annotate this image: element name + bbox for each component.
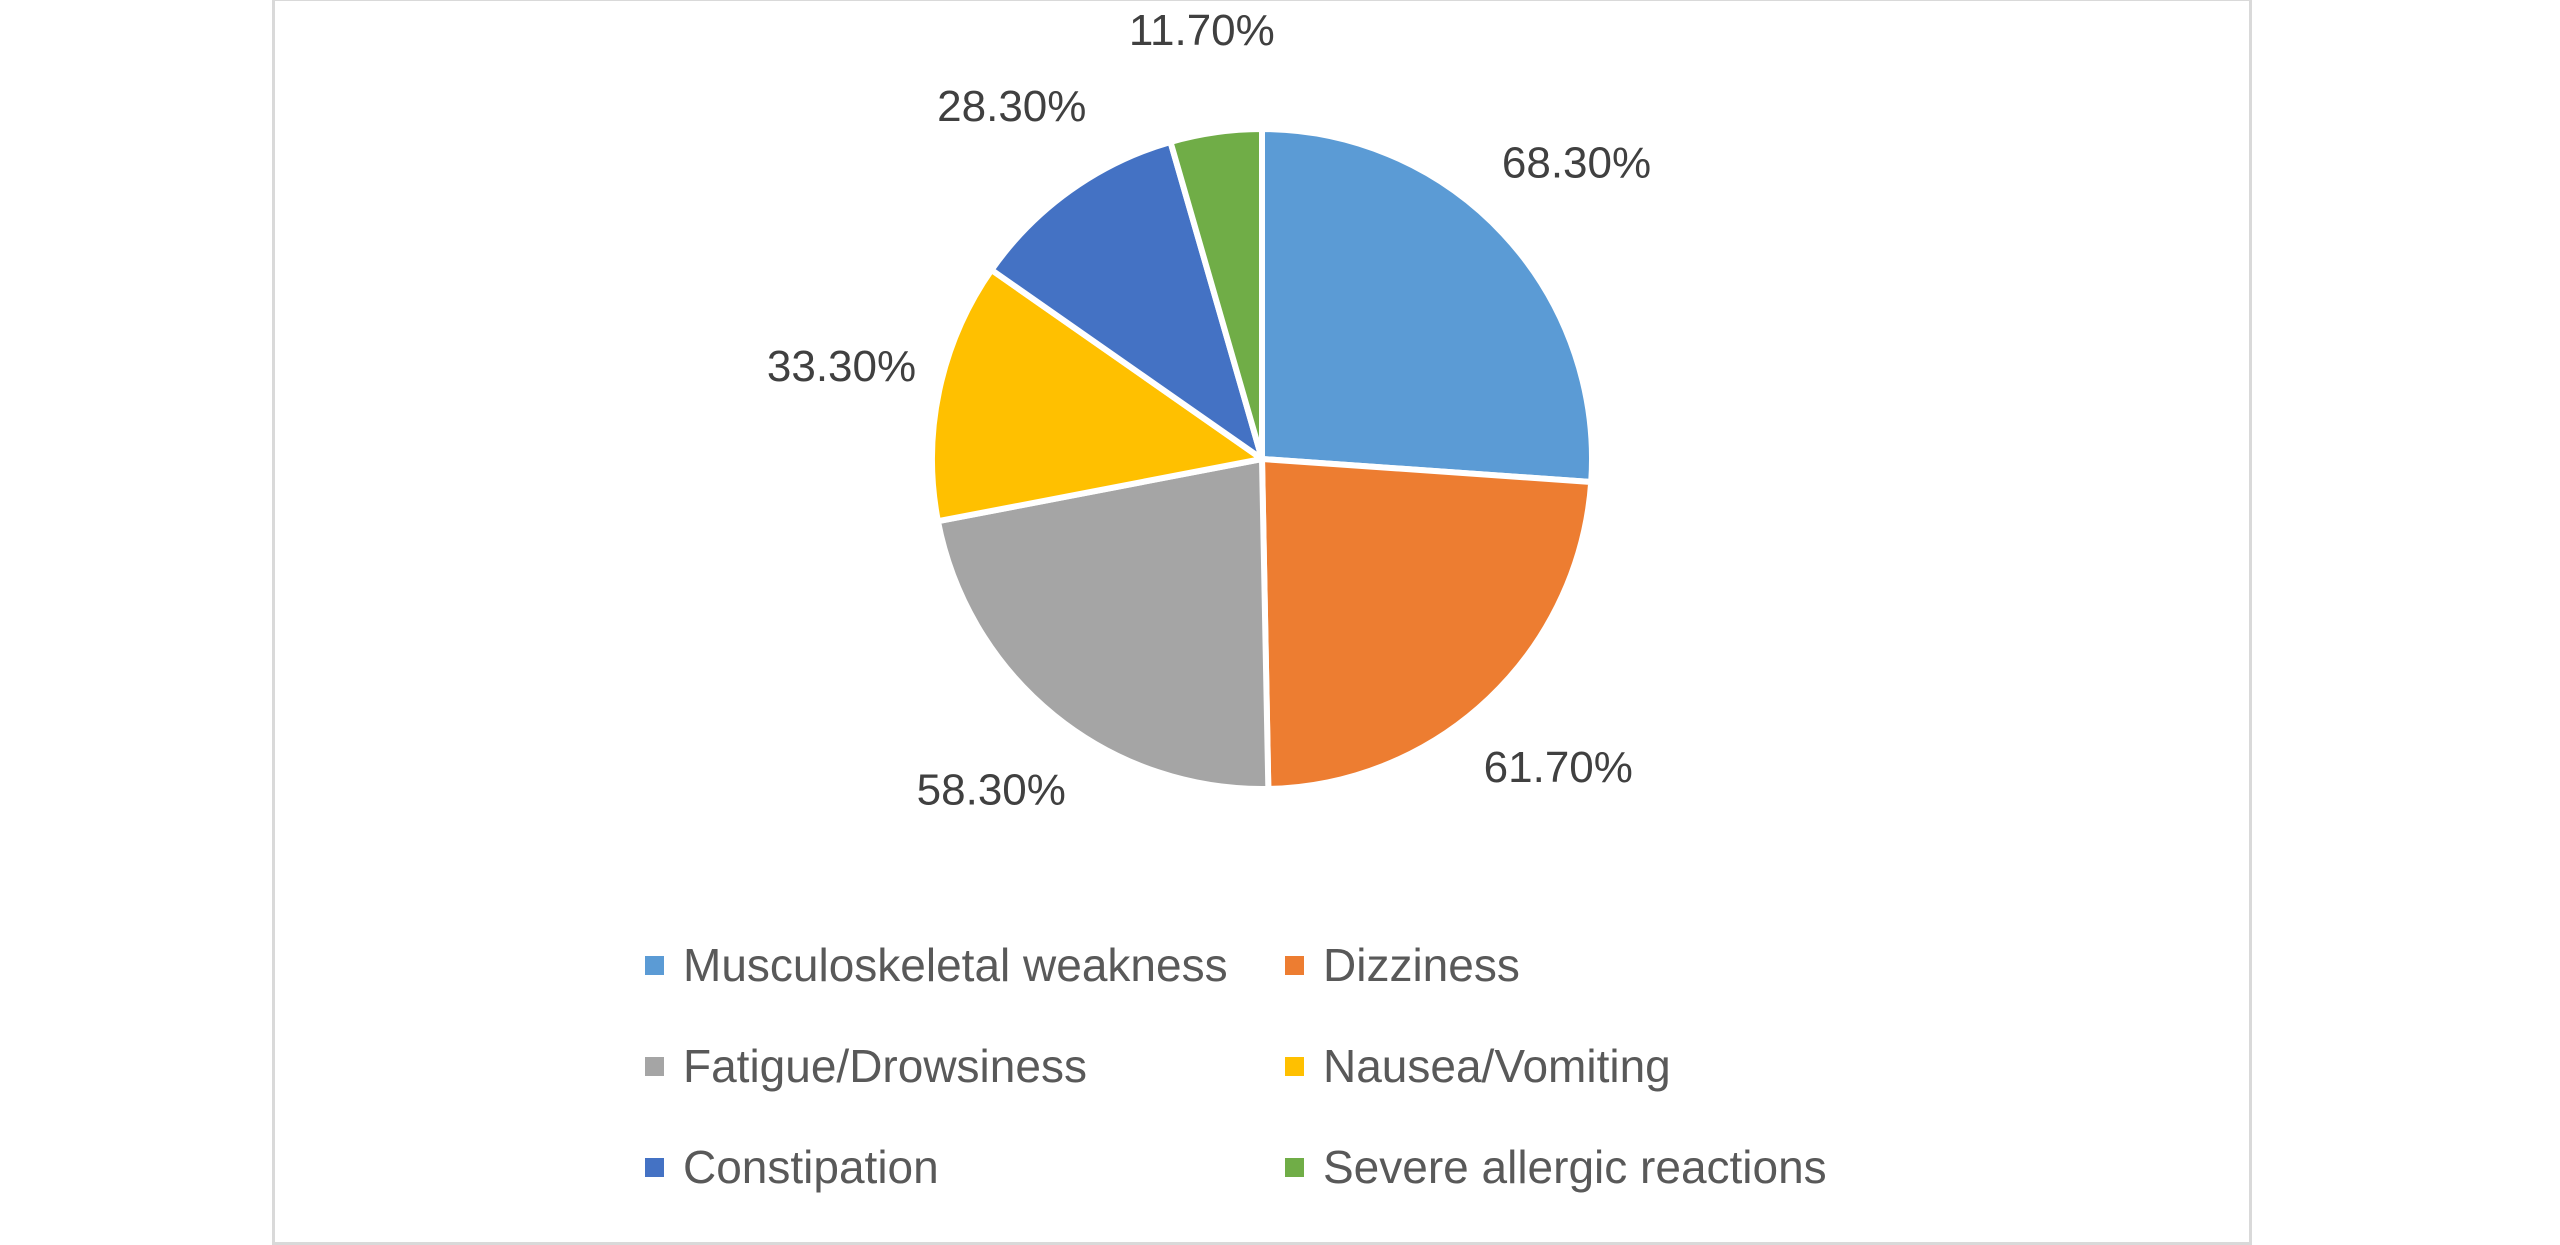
legend-item-constipation: Constipation: [645, 1132, 1285, 1202]
legend-label: Nausea/Vomiting: [1323, 1040, 1671, 1092]
data-label-5: 11.70%: [1129, 6, 1275, 55]
legend-label: Severe allergic reactions: [1323, 1141, 1827, 1193]
data-label-1: 61.70%: [1484, 743, 1633, 792]
pie-slices: [929, 126, 1595, 792]
legend-item-severe-allergic-reactions: Severe allergic reactions: [1285, 1132, 1945, 1202]
pie-slice-5: [1167, 126, 1265, 462]
data-label-4: 28.30%: [937, 82, 1086, 131]
legend-label: Fatigue/Drowsiness: [683, 1040, 1087, 1092]
legend-swatch: [1285, 1056, 1304, 1076]
pie-data-labels: 68.30% 61.70% 58.30% 33.30% 28.30% 11.70%: [767, 6, 1651, 815]
legend-item-fatigue-drowsiness: Fatigue/Drowsiness: [645, 1031, 1285, 1101]
data-label-0: 68.30%: [1502, 138, 1651, 187]
legend-swatch: [645, 1056, 664, 1076]
legend-item-musculoskeletal-weakness: Musculoskeletal weakness: [645, 930, 1285, 1000]
legend-swatch: [1285, 955, 1304, 975]
pie-slice-0: [1259, 126, 1595, 485]
legend-swatch: [1285, 1157, 1304, 1177]
legend-swatch: [645, 1157, 664, 1177]
data-label-3: 33.30%: [767, 342, 916, 391]
pie-slice-3: [929, 266, 1265, 525]
data-label-2: 58.30%: [917, 766, 1066, 815]
legend-item-nausea-vomiting: Nausea/Vomiting: [1285, 1031, 1945, 1101]
legend-label: Musculoskeletal weakness: [683, 939, 1228, 991]
legend-item-dizziness: Dizziness: [1285, 930, 1945, 1000]
legend-swatch: [645, 955, 664, 975]
legend-label: Constipation: [683, 1141, 939, 1193]
pie-slice-4: [988, 138, 1265, 462]
pie-slice-2: [934, 456, 1272, 792]
legend: Musculoskeletal weakness Dizziness Fatig…: [645, 930, 1945, 1233]
legend-label: Dizziness: [1323, 939, 1520, 991]
pie-slice-1: [1259, 456, 1595, 792]
